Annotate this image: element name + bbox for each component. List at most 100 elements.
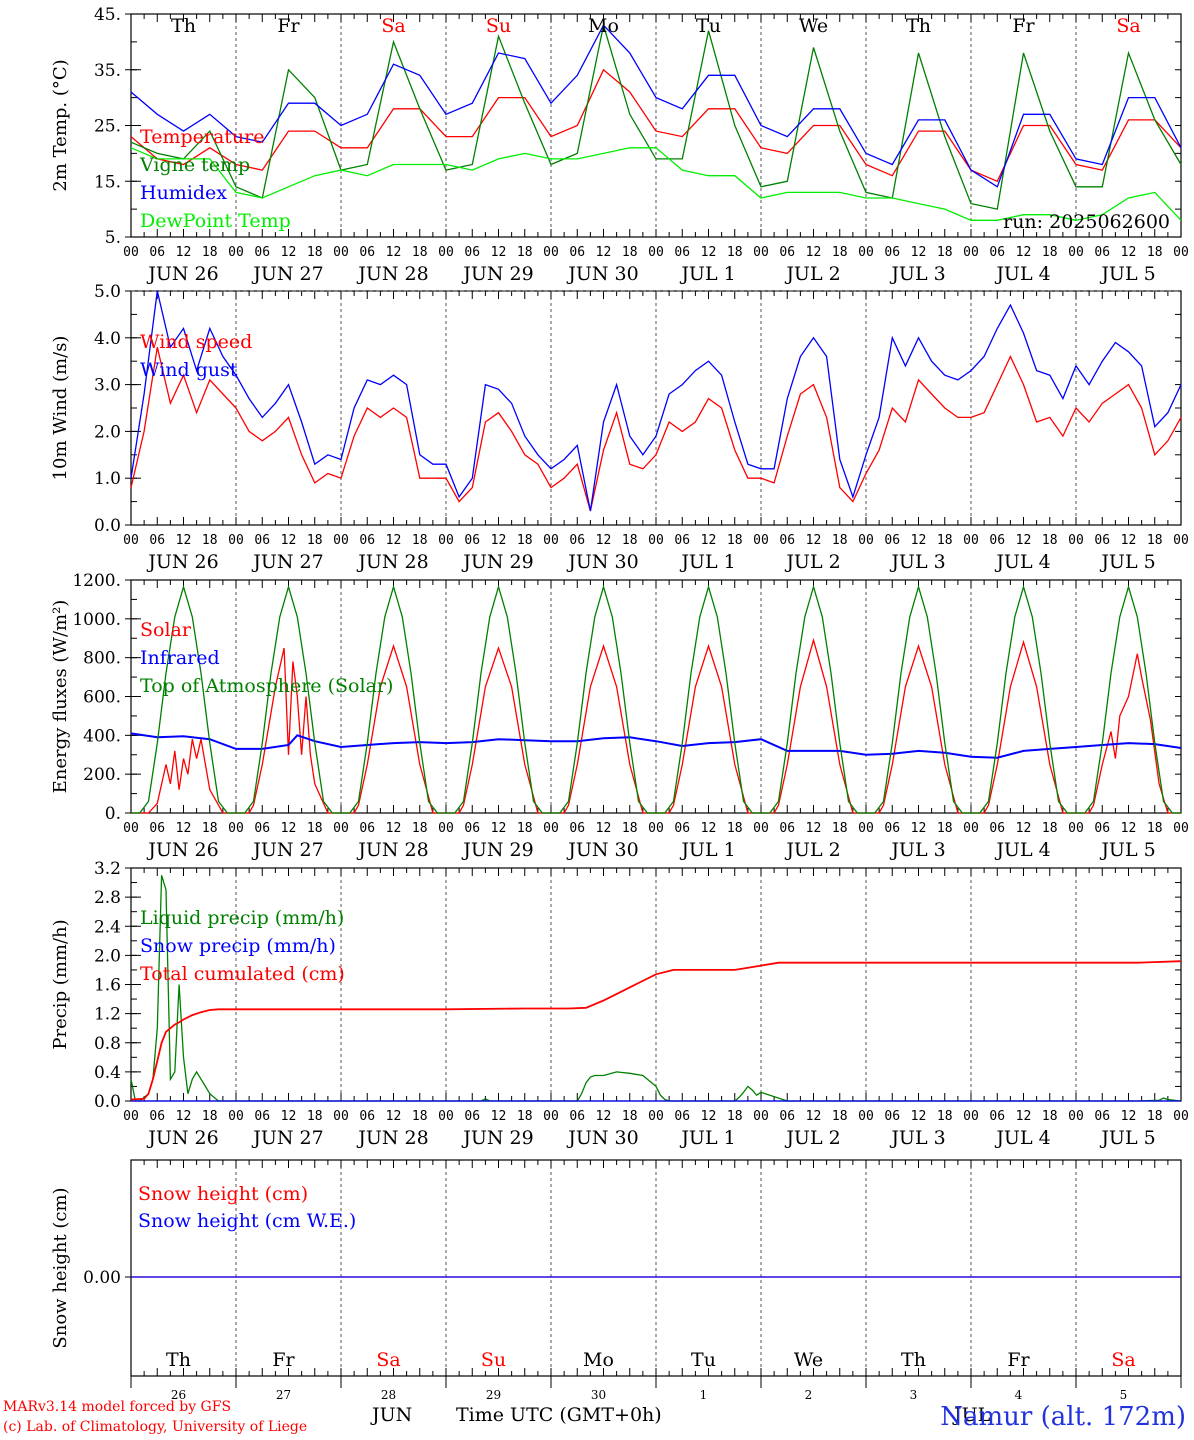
hour-tick-label: 06 [674,533,690,548]
hour-tick-label: 00 [1173,821,1189,836]
hour-tick-label: 00 [543,1109,559,1124]
date-label: JUL 5 [1099,839,1155,861]
legend-entry: Temperature [140,126,264,148]
hour-tick-label: 00 [753,1109,769,1124]
hour-tick-label: 06 [989,1109,1005,1124]
legend-entry: Total cumulated (cm) [140,963,345,985]
y-axis-label: Energy fluxes (W/m²) [50,600,71,794]
date-label: JUN 30 [566,551,638,573]
y-tick-label: 2.4 [94,917,121,937]
hour-tick-label: 00 [963,245,979,260]
hour-tick-label: 06 [779,1109,795,1124]
hour-tick-label: 00 [333,1109,349,1124]
legend-entry: Snow precip (mm/h) [140,935,336,957]
day-of-week-label: Fr [1012,15,1035,37]
date-label: JUL 5 [1099,1127,1155,1149]
date-label: JUL 5 [1099,551,1155,573]
hour-tick-label: 06 [359,245,375,260]
y-tick-label: 0.0 [94,516,121,536]
date-label: JUN 30 [566,263,638,285]
date-label: JUL 4 [994,551,1050,573]
hour-tick-label: 12 [386,533,402,548]
hour-tick-label: 12 [491,821,507,836]
hour-tick-label: 06 [884,533,900,548]
hour-tick-label: 00 [1173,1109,1189,1124]
hour-tick-label: 12 [1121,533,1137,548]
day-of-week-label: Fr [272,1349,295,1371]
hour-tick-label: 12 [701,245,717,260]
hour-tick-label: 00 [753,533,769,548]
date-label: JUN 27 [251,839,323,861]
y-tick-label: 45. [94,5,121,25]
series-line [130,732,1182,759]
hour-tick-label: 00 [963,821,979,836]
hour-tick-label: 18 [412,1109,428,1124]
day-of-week-label: Mo [583,1349,614,1371]
hour-tick-label: 12 [491,245,507,260]
credit-line-2: (c) Lab. of Climatology, University of L… [3,1419,308,1435]
legend-entry: Snow height (cm W.E.) [138,1210,356,1232]
day-number-label: 2 [805,1388,813,1402]
hour-tick-label: 00 [228,1109,244,1124]
hour-tick-label: 00 [648,1109,664,1124]
hour-tick-label: 18 [727,1109,743,1124]
date-label: JUL 1 [679,839,735,861]
legend-entry: Liquid precip (mm/h) [140,907,344,929]
hour-tick-label: 18 [412,533,428,548]
credit-line-1: MARv3.14 model forced by GFS [3,1399,232,1415]
hour-tick-label: 18 [622,245,638,260]
hour-tick-label: 06 [779,533,795,548]
hour-tick-label: 00 [438,1109,454,1124]
series-line [130,347,1182,512]
hour-tick-label: 12 [1121,245,1137,260]
y-tick-label: 1.0 [94,469,121,489]
hour-tick-label: 12 [176,821,192,836]
legend-entry: Top of Atmosphere (Solar) [140,675,393,697]
station-label: Namur (alt. 172m) [940,1402,1186,1432]
hour-tick-label: 00 [333,821,349,836]
series-line [130,25,1182,210]
hour-tick-label: 18 [202,533,218,548]
y-tick-label: 400. [83,726,121,746]
date-label: JUN 28 [356,839,428,861]
hour-tick-label: 18 [832,533,848,548]
y-tick-label: 2.0 [94,422,121,442]
day-of-week-label: Mo [588,15,619,37]
y-tick-label: 1200. [72,571,121,591]
date-label: JUL 1 [679,551,735,573]
legend-entry: Snow height (cm) [138,1183,308,1205]
y-tick-label: 2.8 [94,888,121,908]
day-of-week-label: Th [906,15,931,37]
y-tick-label: 1.2 [94,1005,121,1025]
y-axis-label: Snow height (cm) [50,1187,71,1348]
hour-tick-label: 06 [1094,245,1110,260]
hour-tick-label: 00 [543,533,559,548]
day-of-week-label: Th [901,1349,926,1371]
y-tick-label: 0.4 [94,1063,121,1083]
y-tick-label: 5. [105,228,121,248]
hour-tick-label: 18 [202,1109,218,1124]
y-tick-label: 0.8 [94,1034,121,1054]
date-label: JUN 29 [461,1127,533,1149]
hour-tick-label: 06 [149,821,165,836]
day-number-label: 3 [910,1388,918,1402]
hour-tick-label: 18 [727,533,743,548]
y-tick-label: 15. [94,172,121,192]
day-number-label: 27 [276,1388,291,1402]
hour-tick-label: 06 [569,533,585,548]
hour-tick-label: 12 [911,245,927,260]
hour-tick-label: 18 [937,821,953,836]
day-of-week-label: Th [171,15,196,37]
hour-tick-label: 06 [1094,533,1110,548]
hour-tick-label: 18 [1147,533,1163,548]
hour-tick-label: 00 [228,245,244,260]
day-number-label: 4 [1015,1388,1023,1402]
legend-entry: Humidex [140,182,227,204]
day-of-week-label: We [794,1349,823,1371]
date-label: JUL 5 [1099,263,1155,285]
y-tick-label: 5.0 [94,282,121,302]
hour-tick-label: 12 [1016,1109,1032,1124]
day-of-week-label: We [799,15,828,37]
y-tick-label: 0.00 [83,1268,121,1288]
date-label: JUN 27 [251,551,323,573]
